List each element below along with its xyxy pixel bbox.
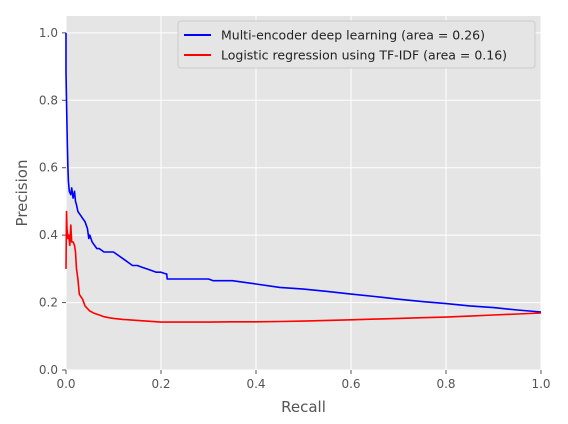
y-tick-label: 1.0 — [39, 26, 58, 40]
legend-label-deep-learning: Multi-encoder deep learning (area = 0.26… — [221, 28, 485, 43]
x-tick-label: 0.0 — [56, 377, 75, 391]
x-tick-label: 0.6 — [341, 377, 360, 391]
legend-label-logistic-regression: Logistic regression using TF-IDF (area =… — [221, 48, 507, 63]
series-line-deep-learning — [65, 32, 542, 313]
plot-area — [66, 16, 541, 370]
x-tick-label: 1.0 — [531, 377, 550, 391]
legend-box — [177, 20, 536, 69]
x-tick-label: 0.2 — [151, 377, 170, 391]
legend: Multi-encoder deep learning (area = 0.26… — [177, 20, 536, 69]
series-line-logistic-regression — [65, 210, 542, 323]
y-axis-label: Precision — [13, 160, 31, 227]
y-tick-label: 0.8 — [39, 93, 58, 107]
ticks: 0.0 0.2 0.4 0.6 0.8 1.0 0.0 0.2 0.4 0.6 0.8 1.0 — [39, 26, 551, 391]
x-tick-label: 0.4 — [246, 377, 265, 391]
x-tick-label: 0.8 — [436, 377, 455, 391]
y-tick-label: 0.0 — [39, 363, 58, 377]
x-axis-label: Recall — [281, 398, 326, 416]
grid-lines — [65, 16, 542, 371]
y-tick-label: 0.2 — [39, 296, 58, 310]
series-lines — [65, 32, 542, 323]
y-tick-label: 0.4 — [39, 228, 58, 242]
y-tick-label: 0.6 — [39, 161, 58, 175]
